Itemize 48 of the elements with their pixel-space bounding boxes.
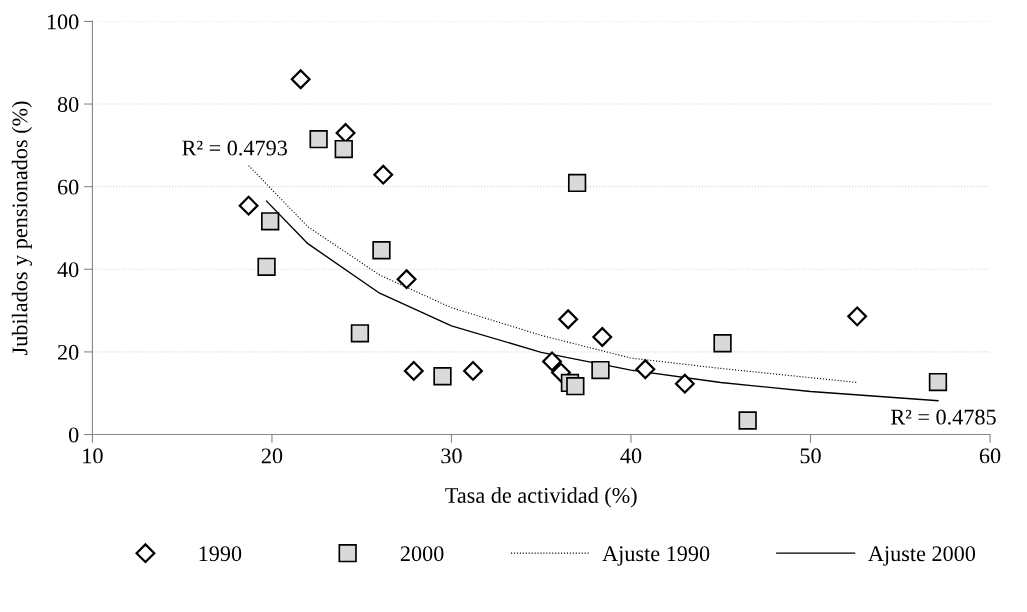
y-tick-label: 60 <box>57 179 79 195</box>
point <box>542 351 562 372</box>
x-tick-label: 10 <box>83 448 103 464</box>
line-series <box>248 165 858 384</box>
point <box>309 129 328 149</box>
point <box>372 241 391 260</box>
y-tick-label: 40 <box>57 262 79 278</box>
point <box>334 139 353 159</box>
x-tick-label: 30 <box>441 448 462 464</box>
point <box>335 123 356 143</box>
point <box>257 257 276 276</box>
y-tick-label: 0 <box>68 427 79 443</box>
line-series <box>265 200 939 402</box>
point <box>635 359 656 380</box>
point <box>558 309 579 330</box>
y-tick-label: 100 <box>47 14 79 30</box>
y-tick-label: 80 <box>57 96 79 112</box>
point <box>738 411 757 430</box>
point <box>567 173 587 193</box>
point <box>592 327 613 347</box>
x-tick-label: 50 <box>800 448 821 464</box>
x-tick-label: 40 <box>620 448 642 464</box>
point <box>433 367 452 386</box>
point <box>373 164 394 185</box>
x-tick-label: 20 <box>261 448 283 464</box>
x-tick-label: 60 <box>979 448 1001 464</box>
legend-label: Ajuste 1990 <box>602 546 710 566</box>
point <box>350 324 370 343</box>
legend-label: 1990 <box>199 546 242 562</box>
point <box>403 360 424 381</box>
point <box>847 306 868 327</box>
point <box>928 372 948 392</box>
point <box>463 360 483 381</box>
point <box>396 269 417 290</box>
y-tick-label: 20 <box>57 344 79 360</box>
point <box>238 195 259 216</box>
y-axis-title: Jubilados y pensionados (%) <box>11 101 33 355</box>
annotation: R² = 0.4785 <box>891 409 996 425</box>
point <box>260 212 280 231</box>
point <box>591 360 610 380</box>
point <box>566 377 585 396</box>
x-axis-title: Tasa de actividad (%) <box>445 487 637 508</box>
legend-label: 2000 <box>400 546 444 562</box>
point <box>674 373 695 394</box>
point <box>713 334 732 353</box>
point <box>290 69 311 90</box>
legend-label: Ajuste 2000 <box>868 546 976 566</box>
annotation: R² = 0.4793 <box>182 140 287 156</box>
